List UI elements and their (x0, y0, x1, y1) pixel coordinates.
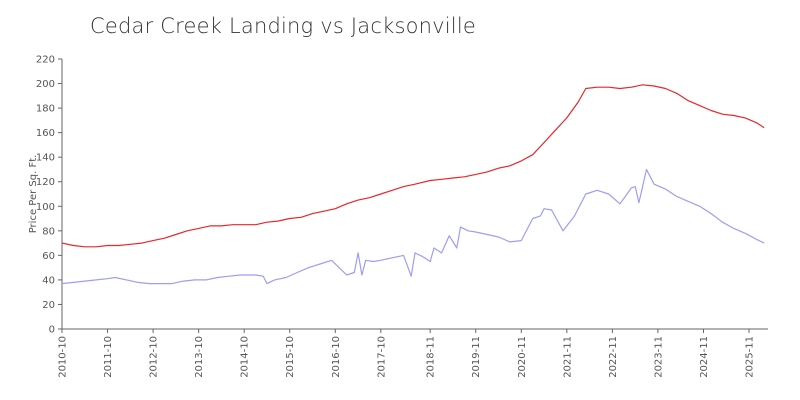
chart-title: Cedar Creek Landing vs Jacksonville (90, 14, 476, 38)
y-tick-label: 200 (36, 79, 55, 90)
x-tick-label: 2023-11 (653, 336, 664, 378)
x-tick-label: 2015-10 (285, 336, 296, 378)
y-tick-label: 140 (36, 153, 55, 164)
x-tick-label: 2017-10 (376, 336, 387, 378)
y-tick-label: 60 (42, 251, 55, 262)
y-tick-label: 40 (42, 275, 55, 286)
x-tick-label: 2025-11 (745, 336, 756, 378)
series-layer (61, 84, 765, 285)
x-tick-label: 2012-10 (149, 336, 160, 378)
y-tick-label: 20 (42, 300, 55, 311)
y-axis: 0 20 40 60 80 100 120 140 160 180 200 220 (36, 55, 63, 336)
x-tick-label: 2021-11 (562, 336, 573, 378)
y-tick-label: 220 (36, 55, 55, 66)
y-tick-label: 120 (36, 177, 55, 188)
x-tick-label: 2013-10 (194, 336, 205, 378)
series-line-2 (61, 168, 765, 285)
x-tick-label: 2019-11 (471, 336, 482, 378)
y-tick-label: 0 (49, 325, 55, 336)
x-tick-label: 2010-10 (58, 336, 69, 378)
x-tick-label: 2022-11 (608, 336, 619, 378)
y-axis-label: Price Per Sq. Ft. (28, 155, 39, 234)
x-tick-label: 2018-11 (426, 336, 437, 378)
x-tick-label: 2016-10 (331, 336, 342, 378)
y-tick-label: 80 (42, 226, 55, 237)
x-tick-label: 2011-10 (103, 336, 114, 378)
series-line-1 (61, 84, 765, 248)
x-tick-label: 2014-10 (240, 336, 251, 378)
y-tick-label: 160 (36, 128, 55, 139)
y-tick-label: 180 (36, 104, 55, 115)
x-tick-label: 2024-11 (699, 336, 710, 378)
x-axis: 2010-10 2011-10 2012-10 2013-10 2014-10 2015-… (58, 328, 768, 378)
x-tick-label: 2020-11 (517, 336, 528, 378)
y-tick-label: 100 (36, 202, 55, 213)
